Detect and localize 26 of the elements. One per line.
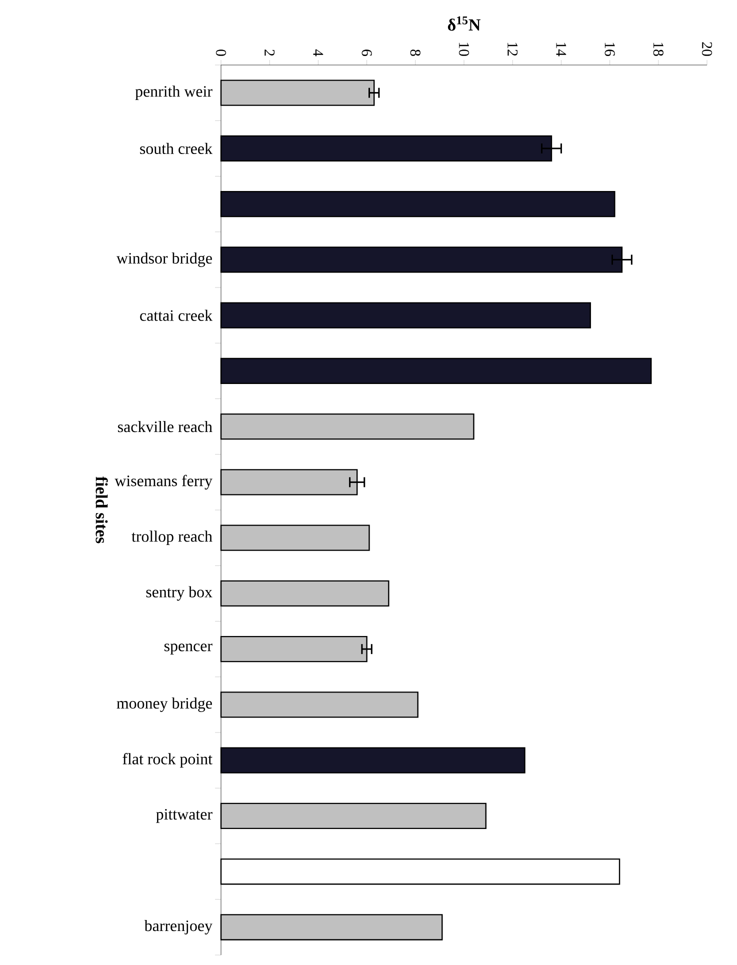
y-axis-title: field sites bbox=[96, 476, 108, 544]
x-tick-label: 20 bbox=[702, 42, 712, 56]
x-tick-label: 8 bbox=[410, 50, 420, 56]
x-tick-label: 10 bbox=[458, 42, 470, 56]
x-tick-label: 0 bbox=[216, 50, 226, 56]
y-tick-label: penrith weir bbox=[135, 86, 212, 100]
x-tick-label: 2 bbox=[264, 50, 275, 56]
y-tick-label: pittwater bbox=[156, 808, 212, 823]
x-axis-title: δ$^{15}$N bbox=[448, 16, 480, 31]
y-tick-label: wisemans ferry bbox=[114, 474, 212, 490]
y-tick-label: mooney bridge bbox=[116, 697, 212, 712]
y-tick-label: sentry box bbox=[146, 586, 212, 601]
x-tick-label: 18 bbox=[653, 42, 664, 56]
y-tick-label: spencer bbox=[164, 644, 212, 655]
y-tick-label: trollop reach bbox=[132, 530, 212, 546]
x-tick-label: 14 bbox=[556, 42, 566, 56]
y-tick-label: barrenjoey bbox=[144, 920, 212, 934]
y-tick-label: flat rock point bbox=[122, 753, 212, 768]
y-tick-label: south creek bbox=[140, 142, 212, 154]
x-tick-label: 6 bbox=[362, 50, 372, 56]
x-tick-label: 16 bbox=[604, 42, 615, 56]
y-tick-label: cattai creek bbox=[140, 310, 213, 321]
x-tick-label: 12 bbox=[508, 42, 518, 56]
x-tick-label: 4 bbox=[313, 49, 324, 56]
y-tick-label: sackville reach bbox=[118, 420, 212, 432]
y-tick-label: windsor bridge bbox=[116, 252, 212, 267]
